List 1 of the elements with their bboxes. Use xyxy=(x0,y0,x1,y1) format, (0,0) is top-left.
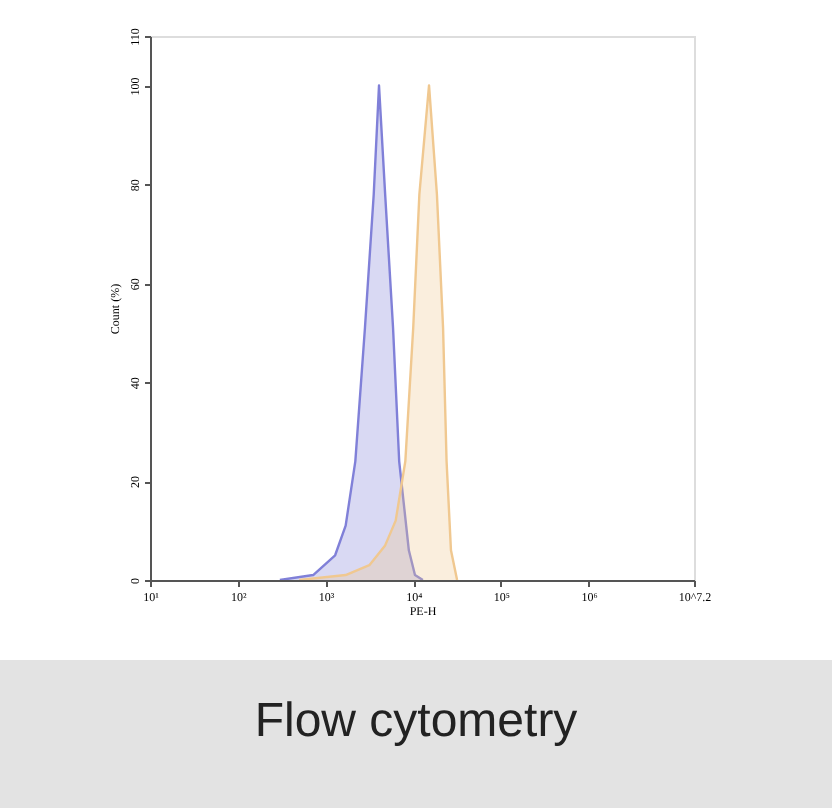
text: Flow cytometry xyxy=(254,694,578,748)
